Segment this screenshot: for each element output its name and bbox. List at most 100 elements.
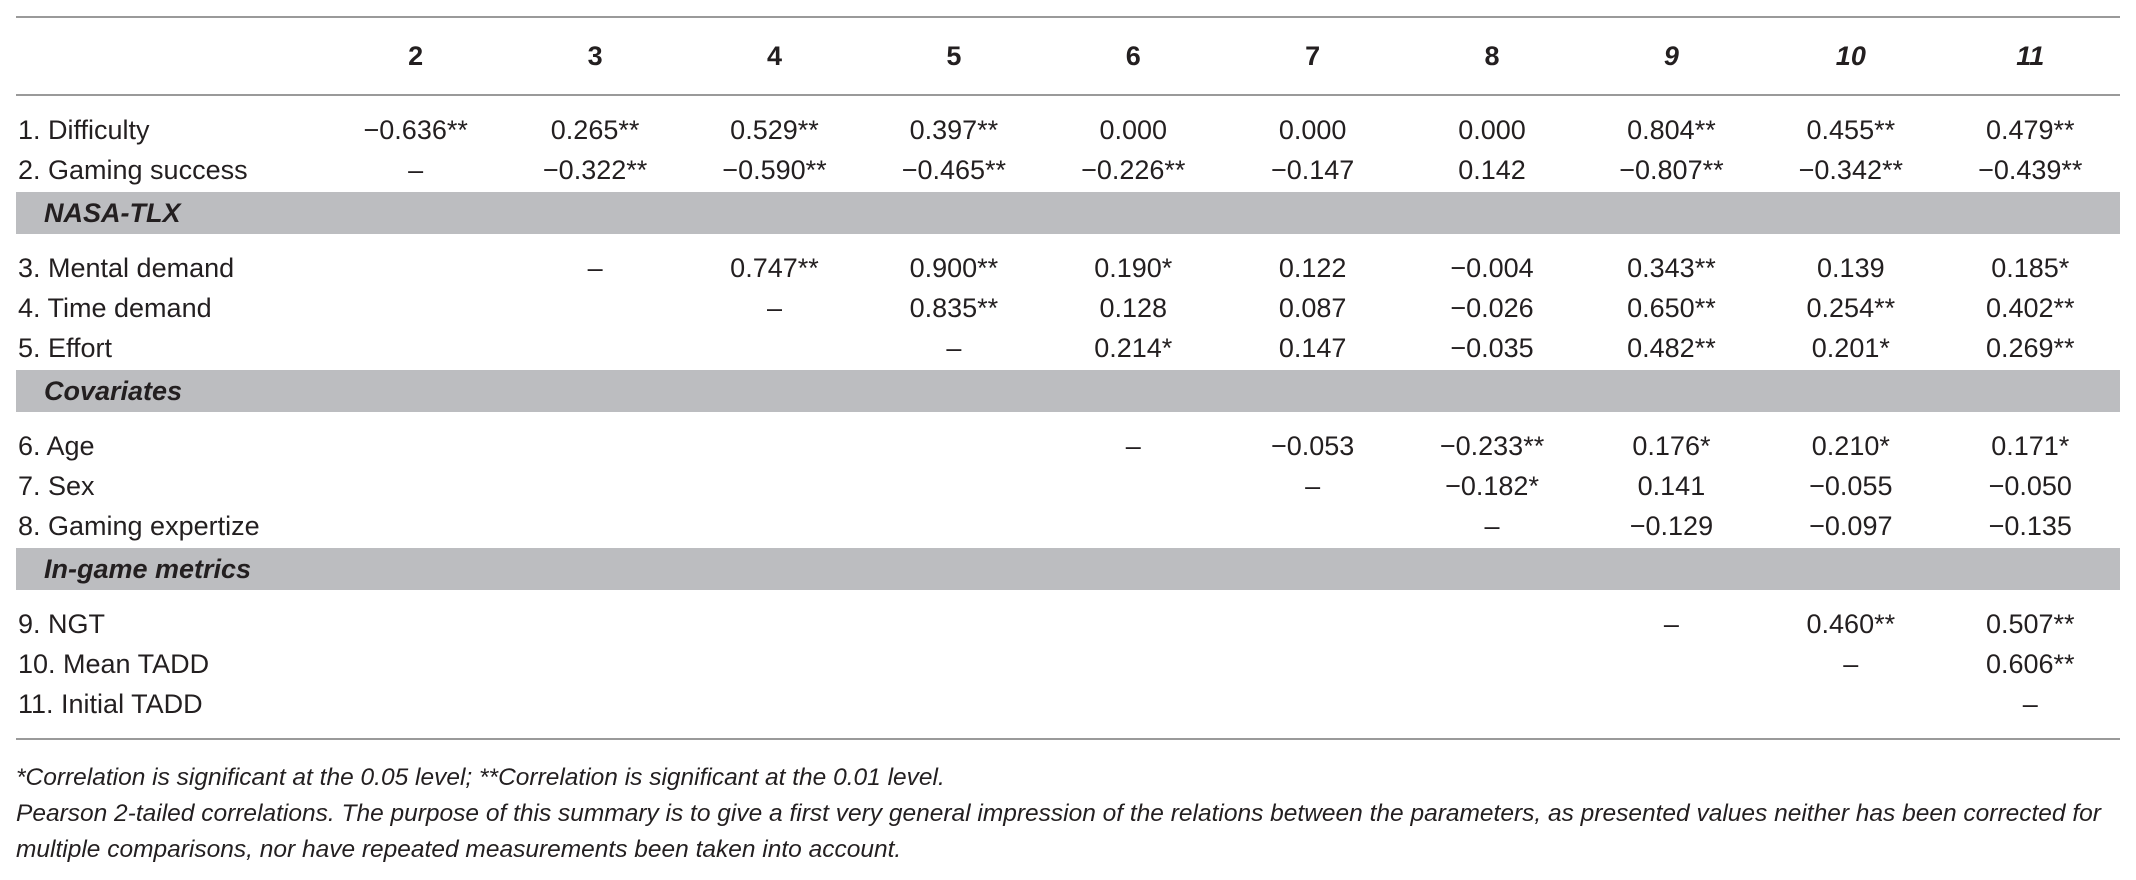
table-row: 1. Difficulty −0.636** 0.265** 0.529** 0.397… xyxy=(16,110,2120,150)
section-header: Covariates xyxy=(16,370,2120,412)
correlation-cell: – xyxy=(1125,430,1141,461)
correlation-cell: 0.479** xyxy=(1985,114,2075,145)
correlation-cell: 0.128 xyxy=(1099,292,1168,323)
spacer-row xyxy=(16,590,2120,604)
correlation-cell xyxy=(685,426,864,466)
correlation-cell xyxy=(1761,684,1940,724)
section-header: NASA-TLX xyxy=(16,192,2120,234)
correlation-cell: −0.004 xyxy=(1450,252,1534,283)
correlation-cell xyxy=(326,684,505,724)
correlation-cell: −0.147 xyxy=(1270,154,1355,185)
correlation-cell xyxy=(1044,506,1223,546)
header-row: 2 3 4 5 6 7 8 9 10 11 xyxy=(16,17,2120,96)
correlation-cell: 0.000 xyxy=(1099,114,1168,145)
correlation-cell xyxy=(326,288,505,328)
correlation-cell xyxy=(326,248,505,288)
correlation-cell xyxy=(326,426,505,466)
column-header: 7 xyxy=(1222,17,1403,96)
correlation-cell: 0.210* xyxy=(1811,430,1890,461)
column-header: 3 xyxy=(505,17,685,96)
correlation-cell: −0.342** xyxy=(1798,154,1903,185)
section-header-row: Covariates xyxy=(16,370,2120,412)
row-label: 5. Effort xyxy=(18,332,113,363)
spacer-cell xyxy=(16,95,2120,110)
significance-footnote: *Correlation is significant at the 0.05 … xyxy=(16,764,945,791)
table-row: 10. Mean TADD – 0.606** xyxy=(16,644,2120,684)
correlation-cell xyxy=(685,684,864,724)
correlation-cell: – xyxy=(2022,688,2038,719)
correlation-cell: 0.804** xyxy=(1627,114,1716,145)
correlation-cell xyxy=(505,604,684,644)
correlation-cell: 0.900** xyxy=(909,252,999,283)
correlation-cell: −0.050 xyxy=(1988,470,2072,501)
correlation-cell: −0.807** xyxy=(1619,154,1724,185)
correlation-cell: 0.087 xyxy=(1278,292,1347,323)
correlation-cell: 0.176* xyxy=(1632,430,1711,461)
correlation-cell xyxy=(505,684,684,724)
correlation-cell: – xyxy=(946,332,962,363)
correlation-cell: 0.147 xyxy=(1278,332,1347,363)
table-footnotes: *Correlation is significant at the 0.05 … xyxy=(16,760,2120,868)
spacer-row xyxy=(16,95,2120,110)
correlation-cell xyxy=(1044,684,1223,724)
correlation-cell: – xyxy=(1305,470,1321,501)
table-row: 6. Age – −0.053 −0.233** 0.176* 0.210* 0.171* xyxy=(16,426,2120,466)
column-header: 10 xyxy=(1761,17,1941,96)
correlation-cell: – xyxy=(1843,648,1859,679)
spacer-cell xyxy=(16,590,2120,604)
column-header: 9 xyxy=(1581,17,1762,96)
method-footnote: Pearson 2-tailed correlations. The purpo… xyxy=(16,800,2101,863)
correlation-cell xyxy=(685,604,864,644)
table-row: 4. Time demand – 0.835** 0.128 0.087 −0.026 0.… xyxy=(16,288,2120,328)
row-label: 2. Gaming success xyxy=(18,154,248,185)
section-header-row: In-game metrics xyxy=(16,548,2120,590)
spacer-row xyxy=(16,412,2120,426)
correlation-cell: −0.182* xyxy=(1445,470,1539,501)
correlation-cell: 0.835** xyxy=(909,292,999,323)
correlation-cell xyxy=(864,644,1043,684)
correlation-cell xyxy=(326,466,505,506)
column-header: 5 xyxy=(864,17,1044,96)
correlation-cell xyxy=(326,506,505,546)
correlation-cell xyxy=(326,604,505,644)
correlation-cell xyxy=(1582,644,1761,684)
table-row: 7. Sex – −0.182* 0.141 −0.055 −0.050 xyxy=(16,466,2120,506)
correlation-cell xyxy=(1402,604,1581,644)
correlation-cell xyxy=(1402,644,1581,684)
correlation-cell: −0.055 xyxy=(1809,470,1893,501)
correlation-cell: −0.322** xyxy=(542,154,648,185)
correlation-cell: – xyxy=(408,154,424,185)
correlation-cell xyxy=(1044,466,1223,506)
correlation-cell: 0.397** xyxy=(909,114,999,145)
table-row: 2. Gaming success – −0.322** −0.590** −0.465… xyxy=(16,150,2120,190)
spacer-cell xyxy=(16,412,2120,426)
table-bottom-rule xyxy=(16,724,2120,740)
correlation-cell: −0.465** xyxy=(901,154,1007,185)
correlation-cell xyxy=(505,426,684,466)
correlation-cell xyxy=(1044,604,1223,644)
correlation-cell: −0.097 xyxy=(1809,510,1893,541)
row-label: 1. Difficulty xyxy=(18,114,150,145)
correlation-table: 2 3 4 5 6 7 8 9 10 11 1. Difficulty −0.636** 0.265*… xyxy=(16,16,2120,740)
correlation-table-container: 2 3 4 5 6 7 8 9 10 11 1. Difficulty −0.636** 0.265*… xyxy=(16,16,2120,740)
correlation-cell: 0.529** xyxy=(730,114,819,145)
section-header: In-game metrics xyxy=(16,548,2120,590)
correlation-cell: 0.650** xyxy=(1627,292,1716,323)
correlation-cell xyxy=(326,644,505,684)
correlation-cell: 0.201* xyxy=(1811,332,1890,363)
table-row: 8. Gaming expertize – −0.129 −0.097 −0.135 xyxy=(16,506,2120,546)
correlation-cell: −0.053 xyxy=(1270,430,1355,461)
row-label: 9. NGT xyxy=(18,608,106,639)
correlation-cell: −0.135 xyxy=(1988,510,2072,541)
correlation-cell xyxy=(505,506,684,546)
correlation-cell xyxy=(1223,604,1402,644)
correlation-cell: – xyxy=(1484,510,1500,541)
correlation-cell: – xyxy=(587,252,603,283)
correlation-cell xyxy=(685,328,864,368)
correlation-cell xyxy=(1223,506,1402,546)
correlation-cell: 0.185* xyxy=(1991,252,2070,283)
column-header: 8 xyxy=(1402,17,1582,96)
correlation-cell xyxy=(1582,684,1761,724)
correlation-cell xyxy=(864,426,1043,466)
correlation-cell xyxy=(505,466,684,506)
